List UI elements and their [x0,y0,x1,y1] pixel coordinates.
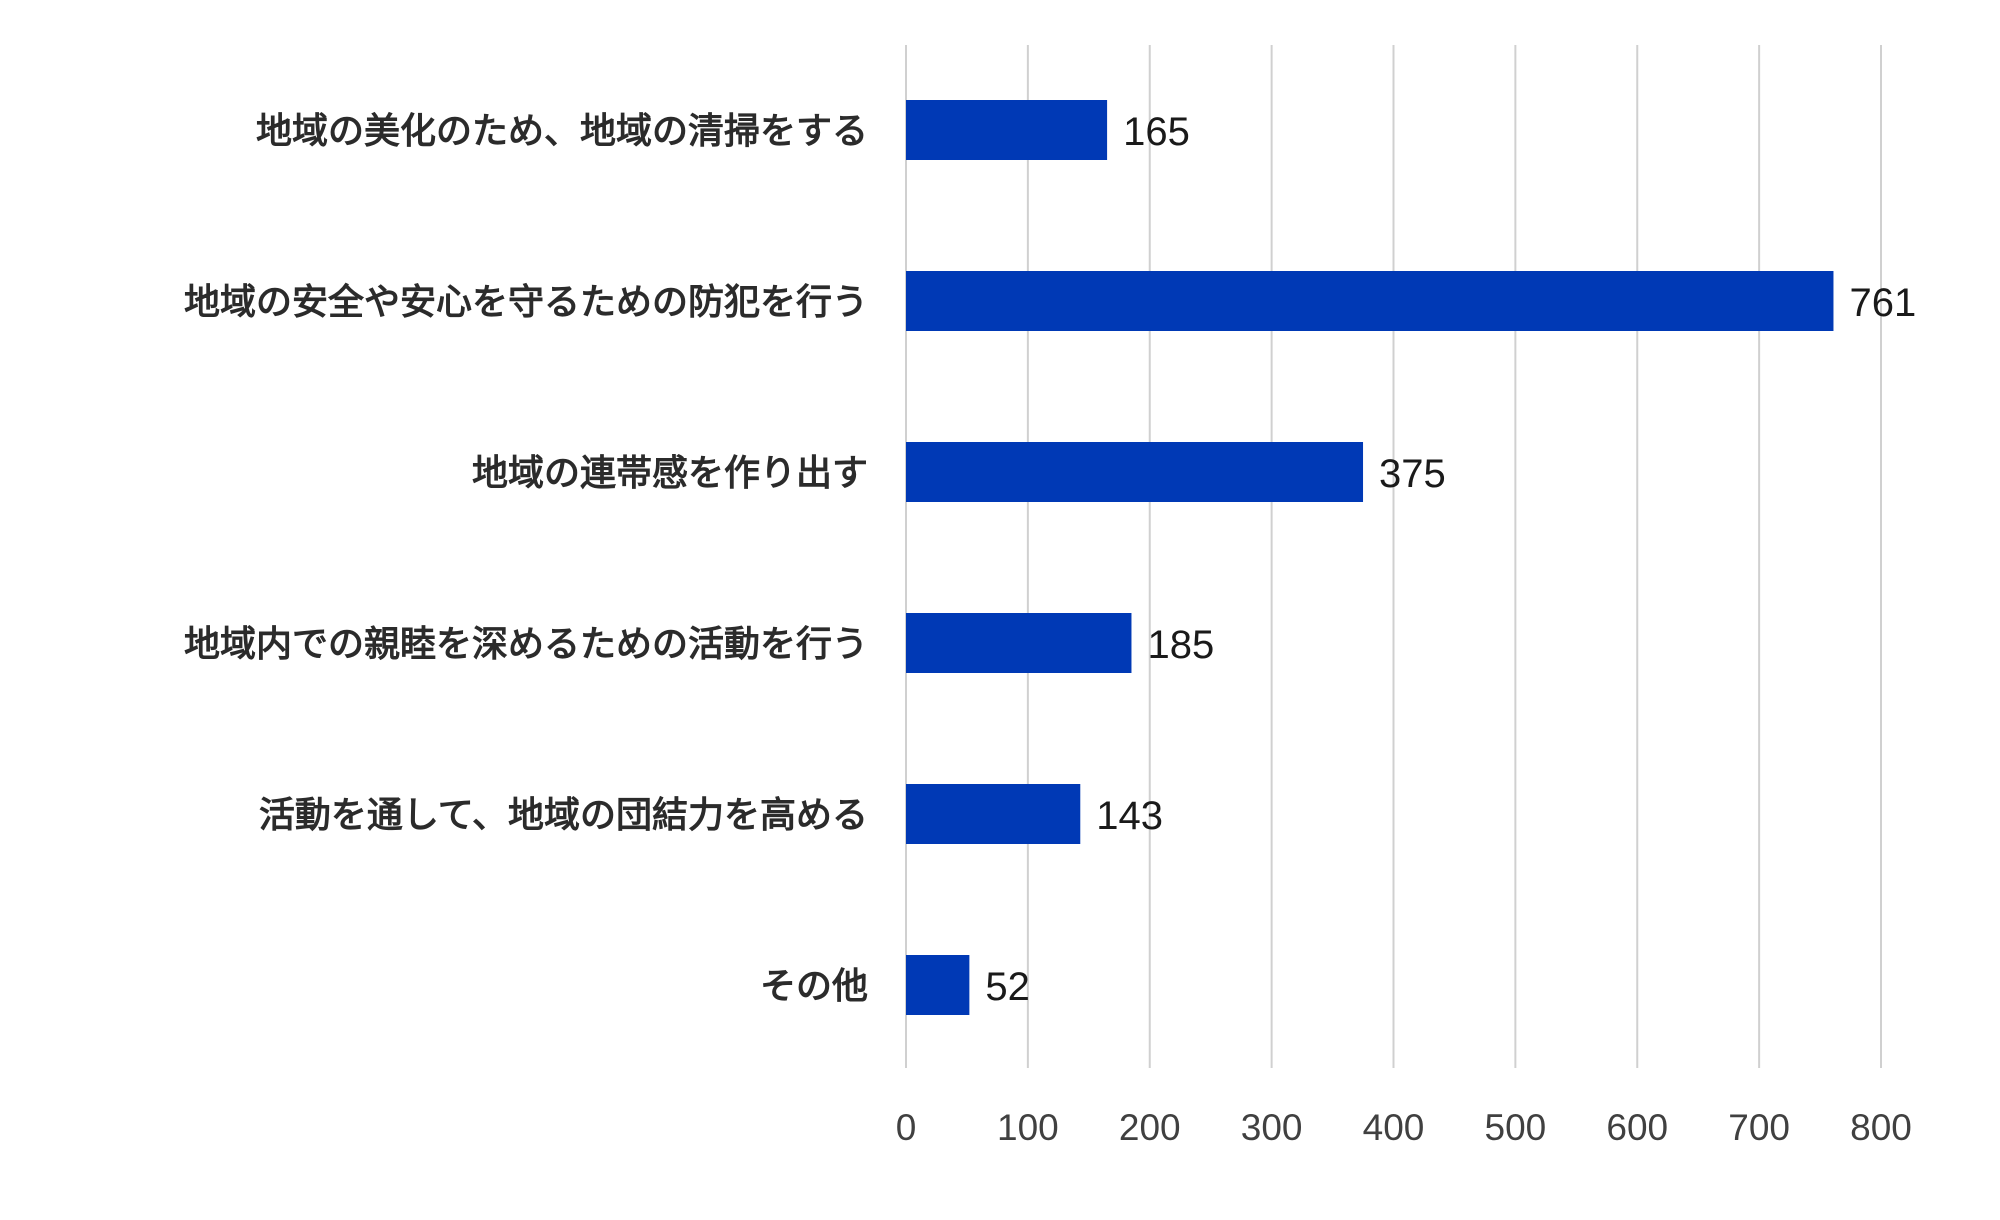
data-label-2: 375 [1379,452,1446,496]
x-tick-label-200: 200 [1119,1107,1181,1148]
x-tick-label-600: 600 [1606,1107,1668,1148]
bar-0 [906,100,1108,160]
category-label-4: 活動を通して、地域の団結力を高める [259,795,868,836]
bar-5 [906,955,970,1015]
x-tick-label-300: 300 [1241,1107,1303,1148]
x-tick-label-400: 400 [1363,1107,1425,1148]
category-label-3: 地域内での親睦を深めるための活動を行う [184,624,868,665]
data-label-0: 165 [1123,110,1190,154]
x-tick-label-100: 100 [997,1107,1059,1148]
category-label-2: 地域の連帯感を作り出す [472,453,868,494]
gridlines [905,45,1882,1068]
bar-4 [906,784,1081,844]
x-tick-label-800: 800 [1850,1107,1912,1148]
category-label-0: 地域の美化のため、地域の清掃をする [256,111,868,152]
x-tick-label-500: 500 [1485,1107,1547,1148]
x-tick-label-0: 0 [896,1107,917,1148]
bar-3 [906,613,1132,673]
bar-1 [906,271,1834,331]
category-labels: 地域の美化のため、地域の清掃をする地域の安全や安心を守るための防犯を行う地域の連… [184,111,868,1007]
category-label-5: その他 [760,966,868,1007]
data-labels: 165 761 375 185 143 52 [985,110,1916,1009]
bar-2 [906,442,1364,502]
bars [906,100,1834,1015]
x-axis-ticks: 0 100 200 300 400 500 600 700 800 [896,1107,1912,1148]
data-label-4: 143 [1096,794,1163,838]
data-label-5: 52 [985,965,1030,1009]
data-label-1: 761 [1849,281,1916,325]
category-label-1: 地域の安全や安心を守るための防犯を行う [184,281,868,323]
data-label-3: 185 [1147,623,1214,667]
x-tick-label-700: 700 [1728,1107,1790,1148]
